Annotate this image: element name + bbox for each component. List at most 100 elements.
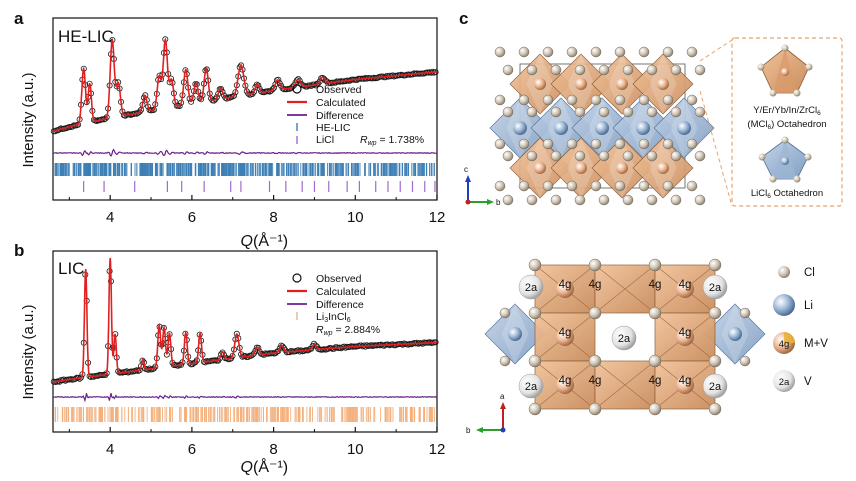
cl-atom [528,306,542,320]
octa-m-cl-atom [757,63,765,71]
cl-atom [670,150,682,162]
panel-letter-a: a [14,9,24,28]
legend-calculated-b: Calculated [316,286,366,298]
cl-atom [662,46,674,58]
axis-a-label: a [500,392,505,401]
cl-atom [614,94,626,106]
cl-atom [686,138,698,150]
observed-point [219,88,226,95]
cl-atom [542,180,554,192]
cl-atom [598,194,610,206]
observed-point [213,94,220,101]
cl-atom [686,46,698,58]
cl-atom [670,64,682,76]
axis-c-label: c [464,165,468,174]
x-axis-title-b: Q (Å⁻¹) [241,457,289,476]
site-4g-label: 4g [649,279,662,291]
cl-atom [550,64,562,76]
cl-atom [518,94,530,106]
cl-atom [518,138,530,150]
hkl-ticks-b [54,407,435,422]
m-atom [616,78,628,90]
cl-atom [694,194,706,206]
octa-m-icon [757,44,813,97]
legend-difference-b: Difference [316,299,364,311]
site-4g-label: 4g [589,279,602,291]
observed-point [295,76,302,83]
octa-m-center-atom [781,68,789,76]
cl-atom [694,64,706,76]
key-mv-label: M+V [804,338,828,350]
cl-atom [646,64,658,76]
octa-li-cl-atom [781,136,789,144]
cl-atom [694,106,706,118]
observed-point [218,86,225,93]
cl-atom [588,258,602,272]
legend-observed-a: Observed [316,84,362,96]
li-atom [595,121,609,135]
m-atom [575,162,587,174]
legend-observed-b: Observed [316,273,362,285]
site-2a-label: 2a [618,333,631,345]
m-atom [534,162,546,174]
legend-calculated-a: Calculated [316,97,366,109]
calculated-line [52,37,437,132]
cl-atom [502,150,514,162]
key-cl-label: Cl [804,267,815,279]
x-tick-label: 4 [106,441,114,458]
cl-atom [708,258,722,272]
cl-atom [526,150,538,162]
difference-curve-a [52,148,438,157]
legend-observed-marker-b [292,273,302,283]
cl-atom [494,94,506,106]
observed-point [270,84,277,91]
cl-atom [499,307,511,319]
legend-a: Observed Calculated Difference HE-LIC Li… [287,84,424,147]
site-2a-atom [518,274,544,300]
observed-point [202,359,209,366]
difference-line [52,148,438,157]
cl-atom [598,106,610,118]
cl-atom [574,64,586,76]
calculated-line [52,257,437,383]
observed-point [249,351,256,358]
observed-point [272,81,279,88]
m-atom [657,78,669,90]
observed-point [269,86,276,93]
plot-frame-a [52,17,438,201]
y-axis-label-b: Intensity (a.u.) [20,304,37,399]
observed-point [275,76,282,83]
cl-atom [646,106,658,118]
site-4g-label: 4g [679,327,692,339]
cl-atom [502,194,514,206]
cl-atom [708,354,722,368]
cl-atom [646,194,658,206]
key-v-label: V [804,376,812,388]
site-4g-label: 4g [559,279,572,291]
site-2a-label: 2a [709,381,722,393]
cl-atom [574,194,586,206]
cl-atom [648,402,662,416]
cl-atom [614,180,626,192]
octa-li-icon [758,136,812,183]
site-4g-label: 4g [589,375,602,387]
observed-point [260,351,267,358]
observed-point [188,98,195,105]
cl-atom [638,94,650,106]
cl-atom [670,106,682,118]
key-mv-wedge [784,332,795,343]
site-2a-atom [702,274,728,300]
site-4g-atom [676,328,694,346]
li-atom [508,327,522,341]
m-atom [616,162,628,174]
li-atom [728,327,742,341]
site-2a-atom [611,325,637,351]
axis-origin-dot-bottom [500,427,506,433]
octa-m-label-line1: Y/Er/Yb/In/ZrCl6 [753,105,821,117]
cl-atom [542,138,554,150]
sample-label-b: LIC [58,259,84,278]
site-2a-label: 2a [525,282,538,294]
cl-atom [590,180,602,192]
x-axis-q-a: Q [241,233,253,250]
y-axis-label-a: Intensity (a.u.) [20,72,37,167]
